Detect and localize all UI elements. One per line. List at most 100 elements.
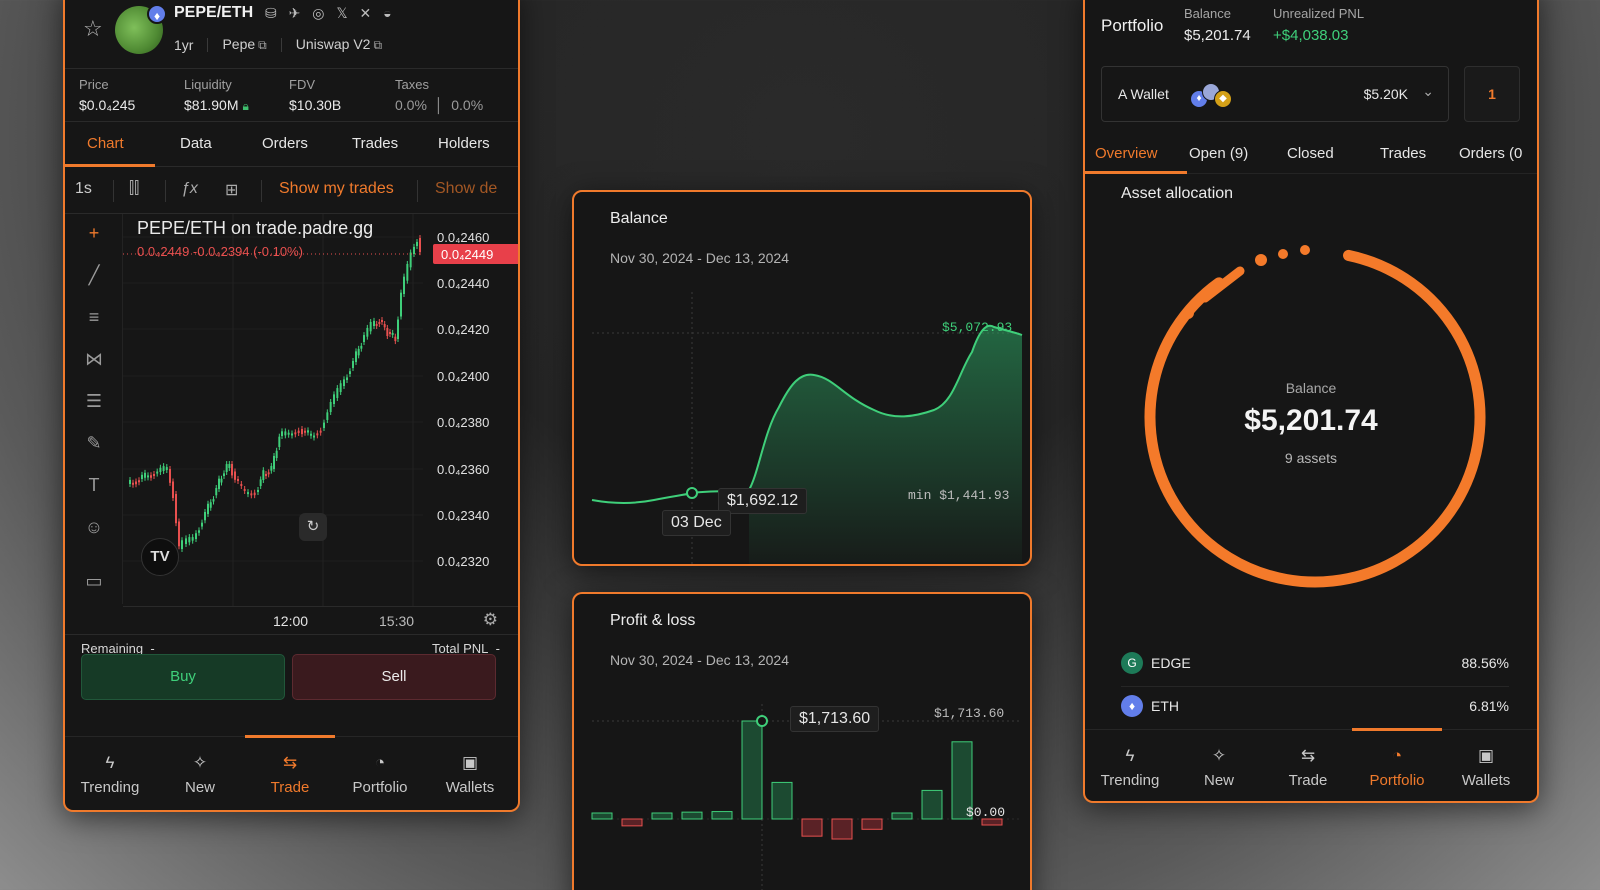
indicators-icon[interactable]: ƒx [181, 180, 198, 197]
show-dev-trades-button[interactable]: Show de [435, 180, 498, 197]
bnb-chain-icon: ◆ [1214, 90, 1232, 108]
tab-overview[interactable]: Overview [1095, 145, 1158, 162]
candle [381, 320, 383, 322]
position-info: Remaining - Total PNL - [65, 634, 518, 660]
price-chart[interactable]: 0.0₄2460 0.0₄2440 0.0₄2420 0.0₄2400 0.0₄2380… [123, 214, 520, 606]
buy-button[interactable]: Buy [81, 654, 285, 700]
tab-open[interactable]: Open (9) [1189, 145, 1249, 162]
pattern-icon[interactable]: ⋈ [85, 349, 103, 369]
asset-row[interactable]: G EDGE 88.56% [1121, 643, 1509, 683]
tab-trades[interactable]: Trades [352, 135, 399, 152]
wallet-selector[interactable]: A Wallet ♦ ◆ $5.20K ⌄ [1101, 66, 1449, 122]
nav-wallets[interactable]: ▣ Wallets [1441, 746, 1531, 789]
candle [355, 351, 357, 362]
candle [357, 348, 360, 356]
tab-trades[interactable]: Trades [1380, 145, 1427, 162]
lightning-icon: ϟ [105, 753, 115, 772]
candle [147, 475, 149, 478]
tradingview-logo-icon[interactable]: TV [141, 538, 179, 576]
notification-badge[interactable]: 1 [1464, 66, 1520, 122]
favorite-star-icon[interactable]: ☆ [83, 16, 103, 41]
wallet-icon: ▣ [1477, 746, 1495, 765]
pnl-bar [951, 741, 973, 820]
interval-selector[interactable]: 1s [75, 180, 92, 197]
tab-holders[interactable]: Holders [438, 135, 490, 152]
portfolio-tabs: Overview Open (9) Closed Trades Orders (… [1085, 132, 1537, 174]
trendline-icon[interactable]: ╱ [88, 265, 100, 285]
candlestick-chart[interactable]: 0.0₄2460 0.0₄2440 0.0₄2420 0.0₄2400 0.0₄2380… [123, 214, 520, 606]
donut-center-sub: 9 assets [1284, 450, 1338, 466]
nav-trade[interactable]: ⇆ Trade [1263, 746, 1353, 789]
show-my-trades-button[interactable]: Show my trades [279, 180, 394, 197]
candle [231, 464, 233, 476]
candle [135, 481, 137, 485]
candle [259, 479, 262, 486]
nav-portfolio[interactable]: ◔ Portfolio [335, 753, 425, 796]
brush-icon[interactable]: ✎ [86, 433, 102, 453]
donut-small-segment [1255, 254, 1267, 266]
chart-ohlc: 0.0₄2449 -0.0₄2394 (-0.10%) [137, 244, 303, 259]
donut-small-segment [1182, 307, 1194, 319]
copy-icon[interactable]: ⧉ [258, 38, 267, 52]
nav-new[interactable]: ✧ New [1174, 746, 1264, 789]
nav-trending[interactable]: ϟ Trending [65, 753, 155, 796]
price-tick: 0.0₄2380 [437, 415, 489, 430]
tab-orders[interactable]: Orders (0 [1459, 145, 1523, 162]
tab-chart[interactable]: Chart [87, 135, 124, 152]
candle [209, 502, 212, 508]
candle [413, 246, 415, 254]
nav-portfolio[interactable]: ◔ Portfolio [1352, 746, 1442, 789]
nav-trade[interactable]: ⇆ Trade [245, 753, 335, 796]
reset-chart-icon[interactable]: ↻ [299, 513, 327, 541]
active-tab-indicator [1085, 171, 1187, 174]
sparkles-icon: ✧ [1211, 746, 1227, 765]
emoji-icon[interactable]: ☺ [84, 517, 104, 537]
tab-orders[interactable]: Orders [262, 135, 308, 152]
copy-icon[interactable]: ⧉ [373, 38, 383, 52]
candle [172, 481, 174, 498]
min-value-label: min $1,441.93 [908, 488, 1010, 503]
candle [262, 470, 265, 480]
horizontal-lines-icon[interactable]: ≡ [88, 307, 100, 327]
fib-icon[interactable]: ☰ [85, 391, 103, 411]
taxes-stat: Taxes 0.0% │ 0.0% [395, 77, 484, 113]
candle [319, 430, 322, 433]
edge-token-icon: G [1121, 652, 1143, 674]
pnl-bar [591, 812, 613, 820]
token-name[interactable]: Pepe ⧉ [222, 36, 267, 52]
tab-closed[interactable]: Closed [1287, 145, 1334, 162]
wallet-name: A Wallet [1118, 86, 1169, 102]
candle [185, 538, 187, 544]
chart-settings-icon[interactable]: ⚙ [482, 610, 498, 629]
donut-small-segment [1278, 249, 1288, 259]
candle [265, 474, 267, 476]
layout-grid-icon[interactable]: ⊞ [225, 182, 239, 199]
pnl-bar [801, 818, 823, 837]
ruler-icon[interactable]: ▭ [85, 571, 103, 591]
candle [287, 432, 290, 435]
candle [403, 276, 405, 294]
pnl-bar-chart[interactable] [574, 594, 1032, 890]
hover-point [686, 487, 698, 499]
hover-value-tooltip: $1,692.12 [718, 488, 808, 514]
nav-new[interactable]: ✧ New [155, 753, 245, 796]
candle-type-icon[interactable]: ⫿⫿ [129, 180, 140, 197]
candle [336, 388, 339, 398]
candle [198, 530, 200, 533]
candle [366, 327, 369, 337]
allocation-donut[interactable] [1085, 228, 1539, 628]
wallet-amount: $5.20K [1363, 86, 1408, 102]
asset-row[interactable]: ♦ ETH 6.81% [1121, 686, 1509, 726]
candle [220, 478, 223, 483]
nav-trending[interactable]: ϟ Trending [1085, 746, 1175, 789]
sell-button[interactable]: Sell [292, 654, 496, 700]
candle [165, 467, 168, 470]
text-tool-icon[interactable]: T [88, 475, 100, 495]
crosshair-icon[interactable]: + [88, 223, 100, 243]
nav-wallets[interactable]: ▣ Wallets [425, 753, 515, 796]
time-tick: 12:00 [273, 613, 309, 629]
tab-data[interactable]: Data [180, 135, 212, 152]
token-dex[interactable]: Uniswap V2 ⧉ [295, 36, 383, 52]
social-links-icon[interactable]: ⛁ ✈ ◎ 𝕏 ✕ ◒ [265, 5, 396, 21]
candle [409, 252, 412, 268]
